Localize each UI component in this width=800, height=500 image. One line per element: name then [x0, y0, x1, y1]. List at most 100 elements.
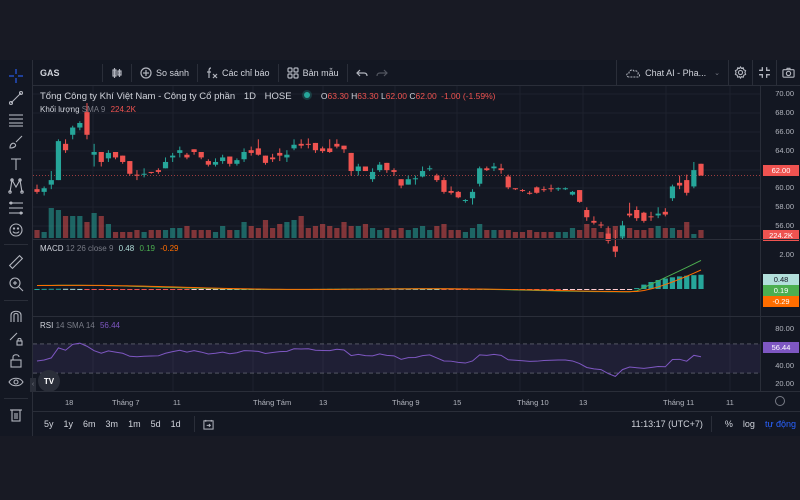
exchange: HOSE [264, 91, 292, 102]
tv-logo-icon: TV [43, 376, 55, 386]
crosshair-icon [9, 69, 23, 83]
indicators-button[interactable]: Các chỉ báo [202, 62, 274, 84]
horizontal-lines-tool[interactable] [6, 110, 26, 130]
divider [197, 63, 199, 82]
magnet-tool[interactable] [6, 306, 26, 326]
undo-icon [355, 69, 368, 76]
divider [4, 300, 28, 301]
grid-icon [286, 66, 299, 79]
text-tool[interactable] [6, 154, 26, 174]
bottom-toolbar: 5y 1y 6m 3m 1m 5d 1d 11:13:17 (UTC+7) % … [33, 411, 800, 436]
divider [102, 63, 103, 82]
lock-drawing-icon [9, 332, 23, 346]
emoji-tool[interactable] [6, 220, 26, 240]
goto-date-button[interactable] [203, 419, 214, 430]
fib-tool[interactable] [6, 198, 26, 218]
delete-tool[interactable] [6, 405, 26, 425]
trend-line-tool[interactable] [6, 88, 26, 108]
collapse-toolbar-button[interactable]: ‹ [30, 378, 36, 392]
histogram-tag: -0.29 [763, 296, 799, 307]
measure-tool[interactable] [6, 252, 26, 272]
calendar-goto-icon [203, 419, 214, 430]
range-1d[interactable]: 1d [170, 419, 181, 429]
tradingview-logo[interactable]: TV [38, 370, 60, 392]
divider [193, 416, 195, 432]
rsi-tag: 56.44 [763, 342, 799, 353]
divider [4, 398, 28, 399]
range-3m[interactable]: 3m [105, 419, 119, 429]
magnet-icon [10, 310, 22, 322]
close-value: 62.00 [415, 91, 437, 101]
symbol-search[interactable]: GAS [40, 67, 60, 78]
chart-canvas[interactable] [33, 86, 760, 391]
lock-drawing-tool[interactable] [6, 328, 26, 348]
rsi-legend: RSI 14 SMA 14 56.44 [40, 321, 120, 330]
range-5d[interactable]: 5d [150, 419, 161, 429]
trading-app: GAS So sánh Các chỉ báo Bản mẫu [0, 59, 800, 436]
camera-icon [782, 67, 795, 78]
divider [277, 63, 279, 82]
pattern-icon [8, 178, 24, 194]
auto-toggle[interactable]: tự động [764, 419, 796, 429]
undo-button[interactable] [352, 62, 372, 84]
candle-type-icon [112, 67, 122, 78]
templates-label: Bản mẫu [302, 67, 339, 78]
high-value: 63.30 [357, 91, 379, 101]
pane-divider[interactable] [33, 239, 800, 240]
range-1m[interactable]: 1m [128, 419, 141, 429]
crosshair-tool[interactable] [6, 66, 26, 86]
eye-icon [8, 377, 24, 387]
trash-icon [10, 409, 22, 422]
zoom-tool[interactable] [6, 274, 26, 294]
market-status-dot [304, 92, 311, 98]
clock[interactable]: 11:13:17 (UTC+7) [631, 419, 703, 429]
brush-tool[interactable] [6, 132, 26, 152]
fullscreen-button[interactable] [752, 59, 776, 86]
log-toggle[interactable]: log [742, 419, 755, 429]
unlock-tool[interactable] [6, 350, 26, 370]
chevron-down-icon: ⌄ [714, 69, 720, 77]
divider [710, 416, 712, 432]
ohlc: O63.30 H63.30 L62.00 C62.00 -1.00 (-1.59… [320, 91, 496, 101]
emoji-icon [9, 223, 23, 237]
gear-icon [734, 66, 747, 79]
fullscreen-icon [759, 67, 770, 78]
volume-legend: Khối lượng SMA 9 224.2K [40, 105, 136, 114]
interval[interactable]: 1D [243, 91, 257, 102]
time-axis[interactable]: 18 Tháng 7 11 Tháng Tám 13 Tháng 9 15 Th… [33, 391, 800, 411]
range-5y[interactable]: 5y [44, 419, 54, 429]
company-name: Tổng Công ty Khí Việt Nam - Công ty Cổ p… [40, 91, 236, 102]
settings-button[interactable] [728, 59, 752, 86]
low-value: 62.00 [385, 91, 407, 101]
range-6m[interactable]: 6m [83, 419, 96, 429]
redo-icon [375, 69, 388, 76]
pane-divider[interactable] [33, 316, 800, 317]
divider [346, 63, 348, 82]
chart-type-button[interactable] [107, 62, 127, 84]
toolbar-right: Chat AI - Pha... ⌄ [616, 59, 800, 86]
indicators-label: Các chỉ báo [222, 67, 270, 78]
visibility-tool[interactable] [6, 372, 26, 392]
current-price-tag: 62.00 [763, 165, 799, 176]
axis-settings-icon[interactable] [775, 396, 785, 406]
compare-button[interactable]: So sánh [136, 62, 193, 84]
trend-line-icon [8, 90, 24, 106]
volume-tag: 224.2K [763, 230, 799, 241]
plus-circle-icon [140, 66, 152, 79]
chat-ai-dropdown[interactable]: Chat AI - Pha... ⌄ [616, 59, 728, 86]
percent-toggle[interactable]: % [724, 419, 733, 429]
zoom-in-icon [9, 277, 24, 292]
brush-icon [9, 135, 23, 149]
divider [4, 244, 28, 245]
price-axis[interactable]: 70.00 68.00 66.00 64.00 62.00 60.00 58.0… [760, 86, 800, 391]
ruler-icon [8, 254, 24, 270]
redo-button[interactable] [372, 62, 392, 84]
range-1y[interactable]: 1y [63, 419, 74, 429]
macd-tag: 0.48 [763, 274, 799, 285]
screenshot-button[interactable] [776, 59, 800, 86]
divider [131, 63, 132, 82]
compare-label: So sánh [156, 67, 190, 78]
templates-button[interactable]: Bản mẫu [283, 62, 343, 84]
pattern-tool[interactable] [6, 176, 26, 196]
top-toolbar: GAS So sánh Các chỉ báo Bản mẫu [0, 59, 800, 86]
